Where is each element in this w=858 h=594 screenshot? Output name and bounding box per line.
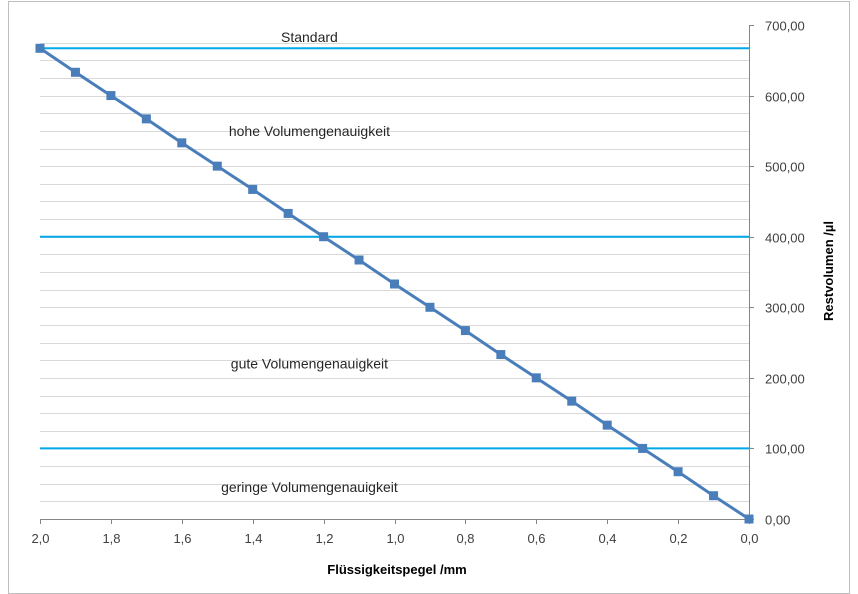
data-point-marker bbox=[709, 491, 719, 501]
data-point-marker bbox=[70, 67, 80, 77]
data-point-marker bbox=[638, 443, 648, 453]
axes: 2,0 1,8 1,6 1,4 1,2 1,0 0,8 0,6 0,4 0,2 0,0 0,00 100… bbox=[31, 19, 804, 547]
y-tick-label: 0,00 bbox=[765, 513, 790, 528]
x-tick-label: 0,8 bbox=[456, 531, 474, 546]
chart-frame bbox=[8, 1, 850, 594]
x-axis-title: Flüssigkeitspegel /mm bbox=[327, 562, 466, 577]
data-point-marker bbox=[673, 467, 683, 477]
x-tick-label: 0,4 bbox=[598, 531, 616, 546]
data-point-marker bbox=[35, 43, 45, 53]
y-tick-label: 500,00 bbox=[765, 160, 805, 175]
y-tick-label: 400,00 bbox=[765, 231, 805, 246]
data-point-marker bbox=[212, 161, 222, 171]
data-point-marker bbox=[283, 208, 293, 218]
data-point-marker bbox=[531, 373, 541, 383]
data-point-marker bbox=[354, 255, 364, 265]
zone-label: geringe Volumengenauigkeit bbox=[221, 479, 398, 495]
y-axis-title: Restvolumen /µl bbox=[821, 221, 836, 321]
x-tick-label: 1,2 bbox=[315, 531, 333, 546]
data-point-marker bbox=[567, 396, 577, 406]
threshold-lines bbox=[40, 47, 749, 450]
data-point-marker bbox=[390, 279, 399, 289]
data-point-marker bbox=[319, 232, 329, 242]
x-tick-label: 1,8 bbox=[102, 531, 120, 546]
x-tick-label: 0,0 bbox=[740, 531, 758, 546]
data-point-marker bbox=[602, 420, 612, 430]
y-tick-label: 300,00 bbox=[765, 301, 805, 316]
y-tick-label: 700,00 bbox=[765, 19, 805, 34]
gridlines bbox=[40, 43, 749, 502]
zone-label: hohe Volumengenauigkeit bbox=[229, 123, 390, 139]
x-tick-label: 2,0 bbox=[31, 531, 49, 546]
data-point-marker bbox=[425, 302, 435, 312]
zone-annotations: Standard hohe Volumengenauigkeit gute Volu… bbox=[221, 29, 398, 495]
data-point-marker bbox=[744, 514, 754, 524]
data-point-marker bbox=[248, 184, 258, 194]
x-tick-label: 1,0 bbox=[386, 531, 404, 546]
x-tick-label: 1,4 bbox=[244, 531, 262, 546]
data-point-marker bbox=[141, 114, 151, 124]
data-point-marker bbox=[177, 138, 187, 148]
x-tick-label: 1,6 bbox=[173, 531, 191, 546]
data-series bbox=[35, 43, 754, 524]
data-point-marker bbox=[106, 91, 116, 101]
x-tick-label: 0,2 bbox=[669, 531, 687, 546]
y-tick-label: 100,00 bbox=[765, 442, 805, 457]
zone-label: gute Volumengenauigkeit bbox=[231, 356, 388, 372]
data-point-marker bbox=[496, 350, 506, 360]
y-tick-label: 600,00 bbox=[765, 90, 805, 105]
y-tick-label: 200,00 bbox=[765, 372, 805, 387]
data-point-marker bbox=[460, 326, 470, 336]
x-tick-label: 0,6 bbox=[527, 531, 545, 546]
zone-label: Standard bbox=[281, 29, 338, 45]
